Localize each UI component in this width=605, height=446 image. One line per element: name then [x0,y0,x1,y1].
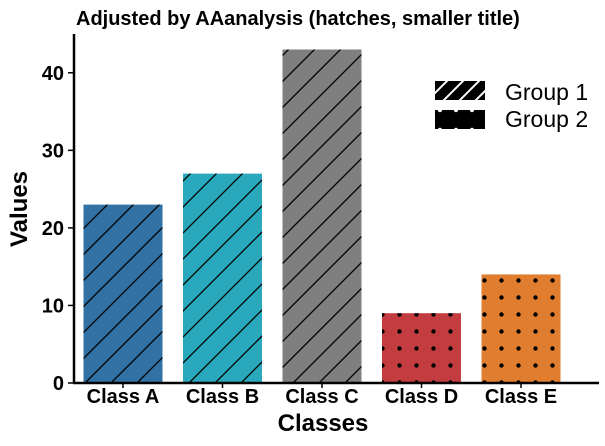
bar-class-a [83,204,163,383]
y-axis-ticks: 0 10 20 30 40 [42,63,74,395]
legend-label-group-2: Group 2 [505,106,588,132]
bar-class-b-hatch [183,173,262,383]
y-tick-label: 0 [53,373,64,395]
y-tick-label: 10 [42,295,64,317]
x-tick-label: Class E [485,386,557,408]
legend: Group 1 Group 2 [435,79,588,132]
y-tick-label: 30 [42,140,64,162]
x-tick-label: Class B [186,386,259,408]
y-axis-label: Values [6,171,33,247]
bar-class-c-hatch [282,49,362,384]
bar-class-e-hatch [481,274,561,383]
x-tick-labels: Class A Class B Class C Class D Class E [87,383,557,408]
legend-label-group-1: Group 1 [505,79,588,105]
bars [83,49,561,384]
y-tick-label: 40 [42,63,64,85]
bar-class-a-hatch [83,204,163,383]
legend-entry-group-2: Group 2 [435,106,588,132]
legend-entry-group-1: Group 1 [435,79,588,105]
chart-title: Adjusted by AAanalysis (hatches, smaller… [76,8,520,30]
y-tick-label: 20 [42,218,64,240]
bar-class-d-hatch [382,313,461,383]
bar-class-e [481,274,561,383]
x-tick-label: Class D [385,386,458,408]
x-axis-label: Classes [278,410,369,437]
bar-class-b [183,173,262,383]
legend-hatch-group-2 [435,110,485,129]
x-tick-label: Class A [87,386,160,408]
legend-hatch-group-1 [435,81,485,100]
bar-class-c [282,49,362,384]
bar-class-d [382,313,461,383]
x-tick-label: Class C [285,386,358,408]
